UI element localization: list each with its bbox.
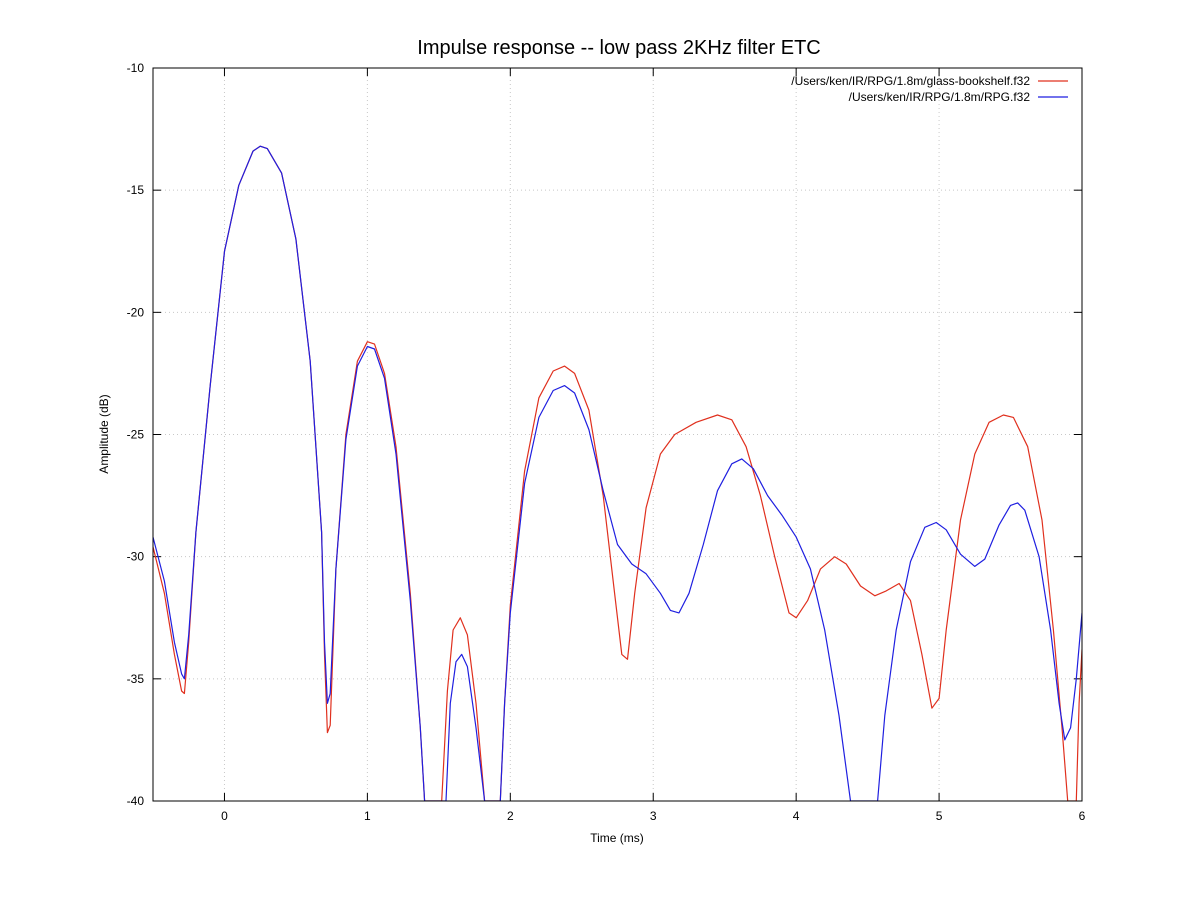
plot-frame: [152, 67, 1083, 802]
x-tick-label: 4: [793, 809, 800, 823]
legend-label-1: /Users/ken/IR/RPG/1.8m/glass-bookshelf.f…: [791, 74, 1030, 88]
legend: /Users/ken/IR/RPG/1.8m/glass-bookshelf.f…: [791, 74, 1068, 104]
y-tick-label: -10: [127, 61, 145, 75]
y-tick-label: -20: [127, 305, 145, 319]
y-tick-labels: -10 -15 -20 -25 -30 -35 -40: [127, 61, 145, 808]
y-tick-label: -35: [127, 672, 145, 686]
series-line-2: [153, 145, 1082, 801]
legend-label-2: /Users/ken/IR/RPG/1.8m/RPG.f32: [849, 90, 1031, 104]
x-tick-label: 0: [221, 809, 228, 823]
x-tick-label: 5: [936, 809, 943, 823]
x-axis-label: Time (ms): [590, 831, 644, 845]
x-tick-label: 6: [1079, 809, 1086, 823]
chart-title: Impulse response -- low pass 2KHz filter…: [417, 37, 820, 59]
data-series: [153, 145, 1082, 801]
x-tick-label: 1: [364, 809, 371, 823]
y-tick-label: -15: [127, 183, 145, 197]
y-axis-label: Amplitude (dB): [97, 394, 111, 473]
y-tick-label: -30: [127, 550, 145, 564]
x-tick-label: 2: [507, 809, 514, 823]
x-tick-labels: 0 1 2 3 4 5 6: [221, 809, 1086, 823]
y-tick-label: -40: [127, 794, 145, 808]
y-tick-label: -25: [127, 428, 145, 442]
x-tick-label: 3: [650, 809, 657, 823]
